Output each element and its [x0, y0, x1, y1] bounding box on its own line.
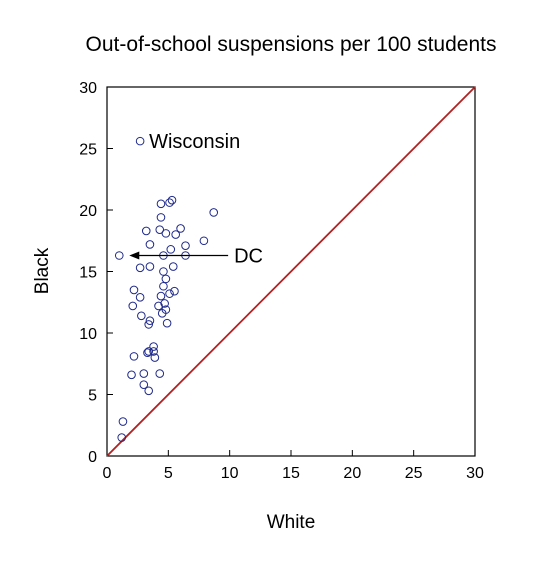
y-tick-label: 25 [79, 142, 97, 159]
annotations: Wisconsin DC [129, 131, 263, 268]
data-point [145, 262, 155, 271]
data-point [129, 352, 139, 361]
x-tick-label: 15 [282, 465, 300, 482]
reference-line-y-equals-x [106, 86, 476, 457]
data-point [156, 213, 166, 222]
data-point [168, 262, 178, 271]
data-point [176, 224, 185, 233]
data-point [166, 245, 176, 254]
chart-title: Out-of-school suspensions per 100 studen… [86, 33, 497, 56]
data-point [143, 348, 152, 357]
y-tick-label: 20 [79, 203, 97, 220]
data-point [161, 274, 171, 284]
data-point [135, 293, 145, 302]
data-point [135, 136, 145, 146]
y-tick-label: 30 [79, 80, 97, 97]
data-point [199, 236, 209, 246]
data-point [145, 316, 155, 326]
data-point [149, 342, 158, 351]
x-tick-label: 25 [405, 465, 423, 482]
data-point [161, 229, 171, 238]
data-point [160, 299, 169, 308]
data-point [145, 240, 155, 249]
data-point [167, 195, 177, 205]
data-point [137, 311, 146, 321]
x-tick-label: 30 [466, 465, 484, 482]
data-point [135, 263, 145, 273]
data-point [144, 347, 154, 356]
data-point [128, 301, 138, 311]
y-tick-label: 10 [79, 326, 97, 343]
data-point [165, 198, 174, 207]
data-point [209, 208, 219, 217]
data-point [127, 370, 136, 380]
data-point [155, 369, 165, 378]
x-tick-label: 10 [221, 465, 239, 482]
x-tick-label: 0 [103, 465, 112, 482]
data-point [159, 281, 168, 291]
data-point [129, 285, 139, 295]
y-axis-ticks: 0 5 10 15 20 25 30 [79, 80, 113, 466]
data-point [181, 241, 190, 250]
data-point [171, 230, 180, 239]
data-point [117, 433, 127, 442]
data-point [150, 353, 160, 362]
data-point [149, 347, 158, 356]
x-axis-ticks: 0 5 10 15 20 25 30 [103, 450, 484, 482]
data-point [139, 380, 149, 389]
x-tick-label: 5 [164, 465, 173, 482]
data-point [159, 267, 168, 276]
y-tick-label: 15 [79, 265, 97, 282]
data-point [114, 251, 124, 260]
data-point [144, 320, 154, 329]
data-point [118, 417, 128, 426]
data-point [165, 289, 174, 298]
data-point [156, 199, 166, 209]
data-point [141, 226, 151, 236]
data-point [155, 225, 165, 234]
annotation-dc: DC [234, 246, 263, 268]
data-point [157, 309, 167, 318]
x-tick-label: 20 [343, 465, 361, 482]
annotation-dc-arrowhead [129, 251, 140, 260]
data-point [162, 318, 172, 328]
x-axis-title: White [267, 512, 316, 533]
data-point [139, 369, 149, 378]
data-point [144, 386, 154, 396]
y-tick-label: 0 [88, 449, 97, 466]
data-point [170, 286, 179, 296]
data-point [156, 291, 166, 301]
data-point [154, 301, 163, 311]
annotation-wisconsin: Wisconsin [149, 131, 240, 153]
y-tick-label: 5 [88, 388, 97, 405]
y-axis-title: Black [32, 247, 53, 294]
